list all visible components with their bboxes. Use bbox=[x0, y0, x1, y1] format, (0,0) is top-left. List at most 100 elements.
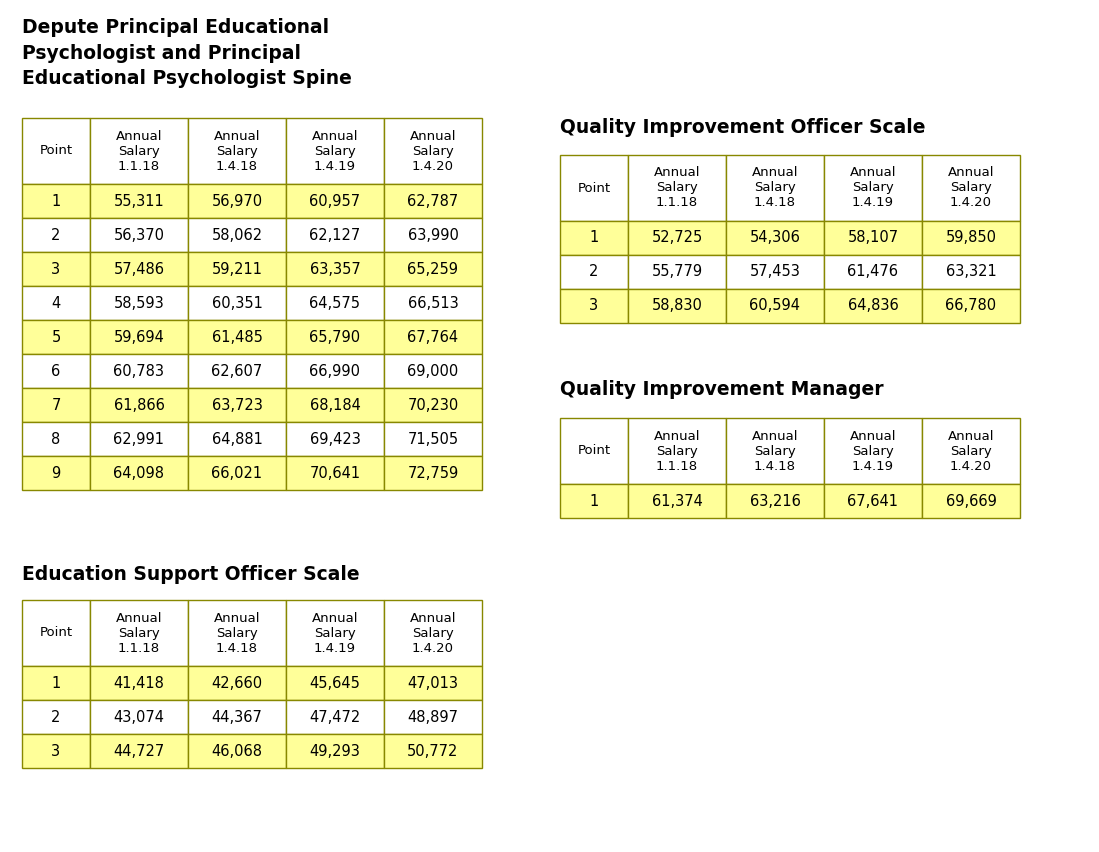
Text: 55,311: 55,311 bbox=[113, 193, 165, 209]
Bar bbox=[22, 422, 90, 456]
Text: 55,779: 55,779 bbox=[652, 264, 702, 279]
Text: 47,013: 47,013 bbox=[408, 676, 458, 690]
Text: 49,293: 49,293 bbox=[310, 744, 360, 758]
Text: 44,727: 44,727 bbox=[113, 744, 165, 758]
Bar bbox=[628, 221, 726, 255]
Text: 72,759: 72,759 bbox=[408, 465, 458, 481]
Bar bbox=[286, 218, 384, 252]
Bar bbox=[188, 218, 286, 252]
Bar bbox=[22, 456, 90, 490]
Text: 59,694: 59,694 bbox=[113, 330, 165, 344]
Bar bbox=[90, 218, 188, 252]
Bar bbox=[22, 388, 90, 422]
Bar bbox=[384, 218, 482, 252]
Bar bbox=[90, 354, 188, 388]
Bar bbox=[922, 155, 1020, 221]
Text: 2: 2 bbox=[589, 264, 599, 279]
Text: 64,098: 64,098 bbox=[113, 465, 165, 481]
Bar bbox=[726, 289, 824, 323]
Bar bbox=[384, 184, 482, 218]
Bar bbox=[22, 320, 90, 354]
Bar bbox=[726, 221, 824, 255]
Text: 56,970: 56,970 bbox=[211, 193, 263, 209]
Text: Annual
Salary
1.4.20: Annual Salary 1.4.20 bbox=[410, 130, 456, 172]
Bar bbox=[90, 600, 188, 666]
Text: Annual
Salary
1.1.18: Annual Salary 1.1.18 bbox=[654, 166, 700, 210]
Text: Point: Point bbox=[40, 145, 73, 158]
Text: 62,127: 62,127 bbox=[310, 227, 360, 243]
Text: 58,593: 58,593 bbox=[113, 296, 165, 310]
Bar bbox=[188, 320, 286, 354]
Text: 42,660: 42,660 bbox=[211, 676, 263, 690]
Bar bbox=[560, 484, 628, 518]
Text: 50,772: 50,772 bbox=[408, 744, 458, 758]
Bar bbox=[188, 734, 286, 768]
Text: Quality Improvement Manager: Quality Improvement Manager bbox=[560, 380, 884, 399]
Text: 62,991: 62,991 bbox=[113, 431, 165, 446]
Text: 60,594: 60,594 bbox=[750, 298, 800, 314]
Text: Annual
Salary
1.4.20: Annual Salary 1.4.20 bbox=[947, 166, 995, 210]
Bar bbox=[90, 388, 188, 422]
Text: 71,505: 71,505 bbox=[408, 431, 458, 446]
Bar bbox=[824, 221, 922, 255]
Text: 60,957: 60,957 bbox=[310, 193, 360, 209]
Bar bbox=[22, 700, 90, 734]
Bar bbox=[22, 666, 90, 700]
Bar bbox=[628, 418, 726, 484]
Text: Point: Point bbox=[577, 445, 611, 458]
Text: 61,374: 61,374 bbox=[652, 493, 702, 509]
Bar bbox=[22, 734, 90, 768]
Bar bbox=[188, 184, 286, 218]
Text: 66,513: 66,513 bbox=[408, 296, 458, 310]
Text: 3: 3 bbox=[52, 262, 60, 277]
Text: 63,216: 63,216 bbox=[750, 493, 800, 509]
Bar bbox=[90, 666, 188, 700]
Bar bbox=[286, 422, 384, 456]
Bar bbox=[22, 252, 90, 286]
Text: 6: 6 bbox=[52, 364, 60, 378]
Bar bbox=[726, 484, 824, 518]
Text: 41,418: 41,418 bbox=[113, 676, 165, 690]
Text: 1: 1 bbox=[589, 493, 599, 509]
Bar bbox=[286, 456, 384, 490]
Bar bbox=[286, 666, 384, 700]
Text: 48,897: 48,897 bbox=[408, 710, 458, 724]
Bar bbox=[628, 289, 726, 323]
Bar bbox=[726, 155, 824, 221]
Bar bbox=[824, 255, 922, 289]
Bar bbox=[384, 422, 482, 456]
Bar bbox=[726, 418, 824, 484]
Text: 58,062: 58,062 bbox=[211, 227, 263, 243]
Text: 7: 7 bbox=[52, 398, 60, 412]
Text: Quality Improvement Officer Scale: Quality Improvement Officer Scale bbox=[560, 118, 925, 137]
Bar bbox=[188, 252, 286, 286]
Text: Annual
Salary
1.4.20: Annual Salary 1.4.20 bbox=[410, 612, 456, 654]
Bar bbox=[922, 255, 1020, 289]
Bar bbox=[922, 289, 1020, 323]
Bar bbox=[188, 456, 286, 490]
Text: 65,790: 65,790 bbox=[310, 330, 360, 344]
Bar bbox=[560, 418, 628, 484]
Bar bbox=[90, 252, 188, 286]
Bar bbox=[286, 388, 384, 422]
Text: 62,787: 62,787 bbox=[408, 193, 458, 209]
Bar bbox=[90, 118, 188, 184]
Bar bbox=[560, 289, 628, 323]
Text: 61,866: 61,866 bbox=[113, 398, 165, 412]
Bar bbox=[188, 666, 286, 700]
Text: Annual
Salary
1.4.19: Annual Salary 1.4.19 bbox=[312, 130, 358, 172]
Text: 61,476: 61,476 bbox=[847, 264, 899, 279]
Text: Point: Point bbox=[577, 181, 611, 194]
Text: 61,485: 61,485 bbox=[212, 330, 263, 344]
Bar bbox=[726, 255, 824, 289]
Text: 8: 8 bbox=[52, 431, 60, 446]
Bar bbox=[384, 700, 482, 734]
Text: 67,641: 67,641 bbox=[847, 493, 899, 509]
Bar bbox=[188, 422, 286, 456]
Text: 45,645: 45,645 bbox=[310, 676, 360, 690]
Bar bbox=[384, 286, 482, 320]
Text: Annual
Salary
1.4.19: Annual Salary 1.4.19 bbox=[850, 166, 897, 210]
Bar bbox=[22, 600, 90, 666]
Text: 66,021: 66,021 bbox=[211, 465, 263, 481]
Text: 64,575: 64,575 bbox=[310, 296, 360, 310]
